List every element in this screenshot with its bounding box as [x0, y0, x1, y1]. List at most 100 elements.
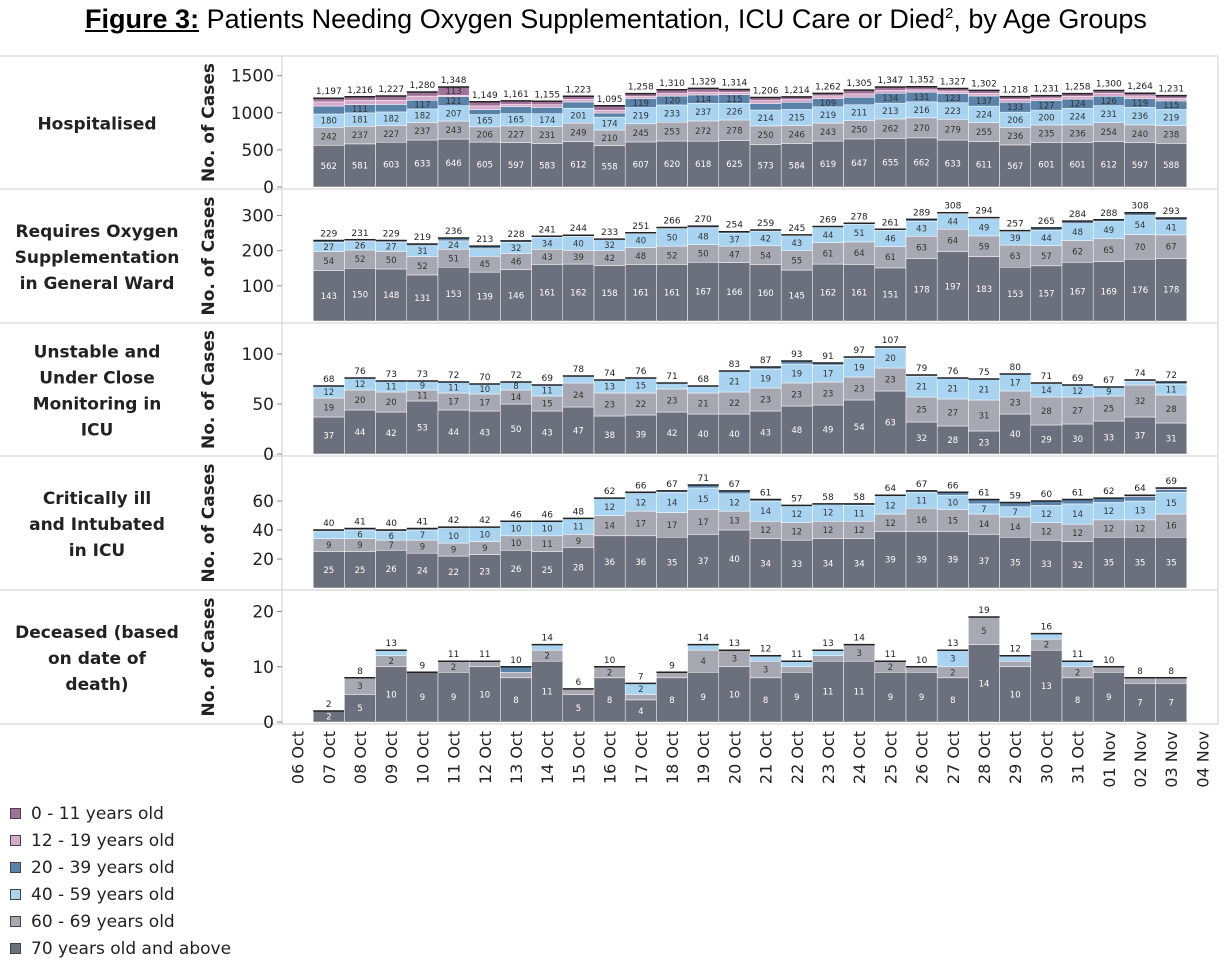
x-tick-label: 03 Nov: [1162, 731, 1181, 788]
bar-segment-label: 597: [508, 161, 524, 171]
bar-total-label: 1,264: [1127, 82, 1153, 92]
legend-item-60-69[interactable]: 60 - 69 years old: [10, 908, 231, 935]
bar-segment: [1061, 142, 1094, 188]
bar-segment-label: 15: [635, 382, 646, 392]
bar-total-label: 2: [326, 700, 332, 710]
bar-total-label: 69: [1072, 374, 1084, 384]
bar-segment-label: 10: [1010, 690, 1021, 700]
bar-segment: [1155, 537, 1188, 589]
bar-segment: [406, 95, 439, 101]
bar-segment-label: 13: [1135, 506, 1146, 516]
bar-total-label: 1,214: [784, 86, 810, 96]
bar-segment-label: 9: [919, 693, 924, 703]
bar-segment-label: 238: [1163, 131, 1179, 141]
bar-segment-label: 12: [355, 380, 366, 390]
bar-total-label: 233: [601, 228, 618, 238]
bar-segment: [812, 538, 844, 589]
bar-segment-label: 124: [1069, 100, 1085, 110]
bar-segment-label: 40: [635, 237, 646, 247]
bar-segment-label: 6: [357, 530, 362, 540]
bar-segment-label: 662: [913, 158, 929, 168]
x-tick-label: 14 Oct: [538, 731, 557, 784]
bar-segment: [375, 666, 408, 723]
bar-segment-label: 32: [1135, 397, 1146, 407]
bar-segment-label: 151: [882, 290, 898, 300]
bar-segment-label: 12: [1103, 507, 1114, 517]
bar-segment-label: 17: [635, 519, 646, 529]
figure-title: Figure 3: Patients Needing Oxygen Supple…: [0, 4, 1232, 35]
bar-segment: [968, 399, 1000, 432]
bar-segment-label: 14: [511, 393, 522, 403]
bar-segment-label: 2: [950, 668, 955, 678]
bar-total-label: 1,218: [1002, 86, 1028, 96]
legend-item-12-19[interactable]: 12 - 19 years old: [10, 827, 231, 854]
bar-segment-label: 9: [700, 693, 705, 703]
legend-item-0-11[interactable]: 0 - 11 years old: [10, 800, 231, 827]
y-axis-title: No. of Cases: [199, 63, 219, 182]
bar-segment: [593, 112, 626, 118]
bar-total-label: 59: [1009, 491, 1021, 501]
y-tick-label: 0: [263, 445, 274, 465]
bar-segment: [437, 266, 470, 322]
bar-segment-label: 12: [1135, 525, 1146, 535]
bar-total-label: 293: [1163, 207, 1180, 217]
bar-segment: [1124, 496, 1156, 502]
bar-segment: [468, 660, 501, 668]
bar-total-label: 75: [978, 368, 989, 378]
bar-total-label: 66: [635, 481, 647, 491]
bar-segment-label: 27: [1072, 407, 1083, 417]
bar-total-label: 278: [851, 212, 868, 222]
bar-total-label: 308: [1131, 202, 1148, 212]
bar-segment-label: 601: [1038, 161, 1054, 171]
bar-segment: [1124, 683, 1156, 723]
bar-segment: [468, 105, 501, 110]
bar-segment: [500, 106, 532, 114]
bar-total-label: 68: [697, 375, 709, 385]
bar-segment-label: 236: [1069, 130, 1085, 140]
bar-segment: [344, 100, 376, 105]
bar-total-label: 69: [541, 374, 553, 384]
bar-segment: [656, 264, 688, 322]
x-tick-label: 30 Oct: [1037, 731, 1056, 784]
bar-segment-label: 10: [511, 539, 522, 549]
bar-total-label: 289: [913, 208, 930, 218]
x-tick-label: 26 Oct: [913, 731, 932, 784]
bar-total-label: 8: [357, 667, 363, 677]
bar-segment-label: 11: [542, 387, 553, 397]
bar-segment-label: 5: [576, 704, 581, 714]
stacked-bar-chart: Hospitalised No. of Cases0500100015005622…: [0, 55, 1219, 788]
x-tick-label: 16 Oct: [601, 731, 620, 784]
bar-segment-label: 174: [539, 116, 555, 126]
bar-segment-label: 272: [695, 127, 711, 137]
bar-segment: [531, 104, 564, 108]
bar-segment-label: 28: [947, 436, 958, 446]
legend-item-40-59[interactable]: 40 - 59 years old: [10, 881, 231, 908]
bar-segment-label: 39: [947, 556, 958, 566]
bar-segment-label: 161: [633, 289, 649, 299]
bar-segment: [656, 93, 688, 97]
bar-total-label: 41: [417, 518, 428, 528]
bar-segment-label: 224: [1069, 113, 1085, 123]
bar-segment-label: 12: [823, 509, 834, 519]
x-tick-label: 28 Oct: [975, 731, 994, 784]
bar-segment-label: 180: [321, 117, 337, 127]
y-tick-label: 1000: [231, 104, 274, 124]
bar-segment-label: 44: [448, 428, 459, 438]
bar-segment-label: 11: [542, 540, 553, 550]
legend-item-20-39[interactable]: 20 - 39 years old: [10, 854, 231, 881]
bar-total-label: 72: [510, 371, 521, 381]
bar-segment-label: 131: [414, 294, 430, 304]
bar-total-label: 231: [351, 229, 368, 239]
bar-segment: [780, 666, 813, 673]
bar-segment-label: 32: [511, 244, 522, 254]
legend-item-70-plus[interactable]: 70 years old and above: [10, 935, 231, 962]
bar-segment-label: 34: [823, 559, 834, 569]
bar-segment-label: 120: [664, 96, 680, 106]
bar-segment-label: 2: [638, 685, 643, 695]
bar-segment-label: 37: [1135, 432, 1146, 442]
bar-segment: [687, 262, 720, 322]
bar-total-label: 308: [944, 202, 961, 212]
bar-segment-label: 61: [823, 249, 834, 259]
bar-segment-label: 52: [417, 262, 428, 272]
bar-segment-label: 44: [1041, 234, 1052, 244]
